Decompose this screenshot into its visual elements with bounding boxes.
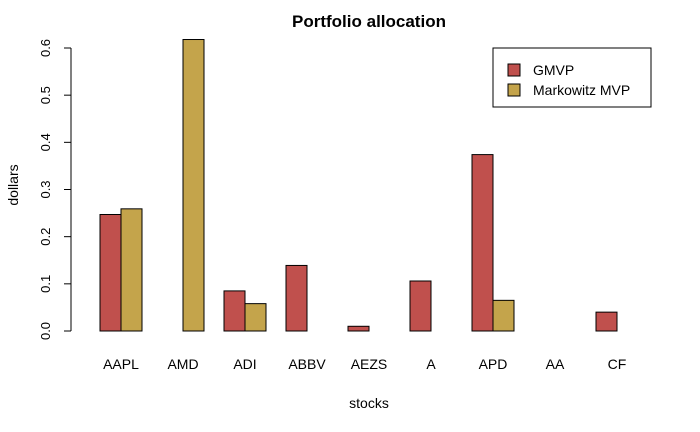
y-axis: 0.0 0.1 0.2 0.3 0.4 0.5 0.6 <box>38 39 72 340</box>
bar-adi-gmvp <box>223 290 246 332</box>
bar-abbv-gmvp <box>285 264 308 332</box>
y-tick-label-4: 0.4 <box>38 133 53 151</box>
chart-title: Portfolio allocation <box>292 12 446 31</box>
y-tick-label-0: 0.0 <box>38 322 53 340</box>
bar-a-gmvp <box>409 280 432 332</box>
x-axis-label: stocks <box>349 395 389 411</box>
legend-box <box>492 47 652 108</box>
bar-aapl-markowitz-mvp <box>120 208 143 332</box>
bar-adi-markowitz-mvp <box>244 303 267 332</box>
bars <box>99 39 618 332</box>
y-axis-label: dollars <box>5 164 21 205</box>
bar-amd-markowitz-mvp <box>182 39 205 332</box>
legend-label-gmvp: GMVP <box>533 62 574 78</box>
x-tick-label-cf: CF <box>608 356 627 372</box>
bar-apd-gmvp <box>471 154 494 332</box>
y-tick-label-2: 0.2 <box>38 228 53 246</box>
x-tick-label-adi: ADI <box>233 356 256 372</box>
y-tick-label-3: 0.3 <box>38 180 53 198</box>
x-tick-label-aa: AA <box>546 356 565 372</box>
x-tick-label-aezs: AEZS <box>351 356 388 372</box>
legend-swatch-markowitz-mvp <box>507 83 521 97</box>
x-tick-label-abbv: ABBV <box>288 356 326 372</box>
x-tick-label-apd: APD <box>479 356 508 372</box>
category-labels: AAPL AMD ADI ABBV AEZS A APD AA CF <box>103 356 626 372</box>
legend-label-markowitz-mvp: Markowitz MVP <box>533 82 630 98</box>
bar-aezs-gmvp <box>347 325 370 332</box>
y-tick-label-6: 0.6 <box>38 39 53 57</box>
y-tick-label-5: 0.5 <box>38 86 53 104</box>
x-tick-label-aapl: AAPL <box>103 356 139 372</box>
x-tick-label-amd: AMD <box>167 356 198 372</box>
legend-swatch-gmvp <box>507 63 521 77</box>
legend: GMVP Markowitz MVP <box>492 47 652 108</box>
bar-aapl-gmvp <box>99 213 122 332</box>
bar-cf-gmvp <box>595 311 618 332</box>
x-tick-label-a: A <box>426 356 436 372</box>
y-tick-label-1: 0.1 <box>38 275 53 293</box>
bar-apd-markowitz-mvp <box>492 299 515 332</box>
